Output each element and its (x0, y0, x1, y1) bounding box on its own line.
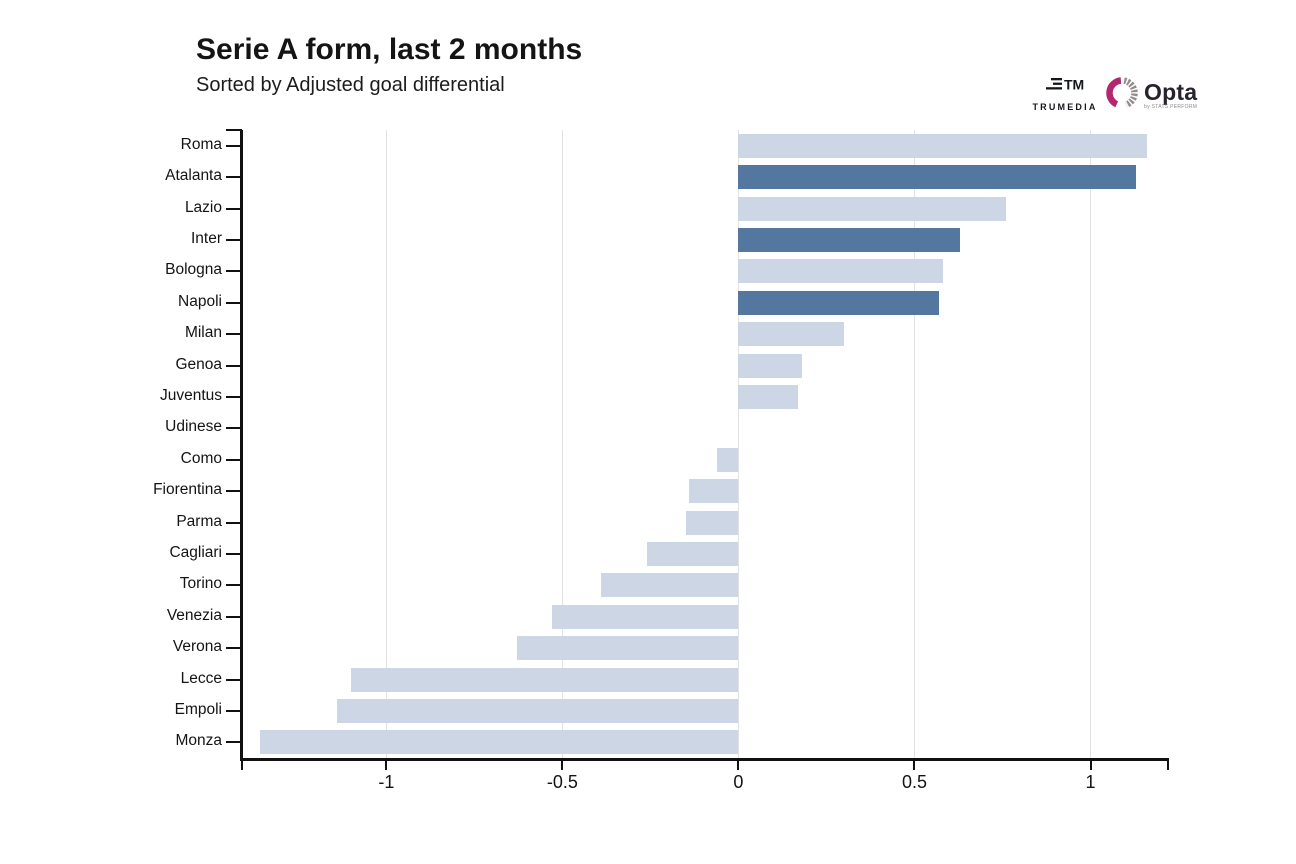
ylabel-lazio: Lazio (184, 198, 222, 216)
ytick-venezia (226, 615, 242, 618)
ylabel-monza: Monza (175, 732, 222, 750)
ylabel-fiorentina: Fiorentina (153, 481, 222, 499)
opta-logo-label: Opta (1144, 79, 1198, 105)
ytick-como (226, 458, 242, 461)
chart-title: Serie A form, last 2 months (196, 33, 583, 66)
xlabel-0: 0 (733, 772, 744, 792)
chart-subtitle: Sorted by Adjusted goal differential (196, 74, 505, 96)
ylabel-verona: Verona (172, 638, 222, 656)
bar-juventus (738, 384, 799, 409)
ytick-cagliari (226, 552, 242, 555)
svg-text:TM: TM (1064, 77, 1084, 93)
bar-cagliari (646, 541, 739, 566)
ylabel-genoa: Genoa (175, 355, 222, 373)
ytick-torino (226, 584, 242, 587)
ytick-lecce (226, 678, 242, 681)
bar-inter (738, 227, 961, 252)
ytick-atalanta (226, 176, 242, 179)
trumedia-logo-label: TRUMEDIA (1032, 102, 1098, 112)
trumedia-logo-icon: TM (1042, 77, 1088, 100)
ylabel-torino: Torino (179, 575, 222, 593)
bar-venezia (551, 604, 739, 629)
x-axis-end-tick (241, 760, 243, 770)
ytick-empoli (226, 709, 242, 712)
gridline (385, 130, 388, 758)
bar-bologna (738, 259, 943, 284)
opta-logo: Opta by STATS PERFORM (1106, 77, 1197, 114)
bar-napoli (738, 290, 940, 315)
ylabel-bologna: Bologna (165, 261, 222, 279)
ytick-udinese (226, 427, 242, 430)
xtick (385, 760, 388, 770)
ylabel-cagliari: Cagliari (169, 543, 222, 561)
xtick (561, 760, 564, 770)
xlabel-1: 1 (1085, 772, 1096, 792)
bar-empoli (337, 698, 739, 723)
bar-torino (601, 573, 739, 598)
ytick-lazio (226, 207, 242, 210)
xlabel--0.5: -0.5 (546, 772, 578, 792)
ytick-inter (226, 238, 242, 241)
ytick-parma (226, 521, 242, 524)
ytick-genoa (226, 364, 242, 367)
ylabel-venezia: Venezia (166, 606, 222, 624)
ytick-bologna (226, 270, 242, 273)
bar-lecce (351, 667, 739, 692)
y-axis-line (240, 130, 243, 760)
ytick-fiorentina (226, 490, 242, 493)
xtick (737, 760, 740, 770)
ylabel-empoli: Empoli (174, 700, 222, 718)
bar-milan (738, 322, 845, 347)
ytick-roma (226, 144, 242, 147)
ytick-monza (226, 741, 242, 744)
ylabel-inter: Inter (190, 229, 222, 247)
ylabel-roma: Roma (180, 135, 222, 153)
bar-como (717, 447, 739, 472)
gridline (737, 130, 740, 758)
gridline (1089, 130, 1092, 758)
bar-atalanta (738, 165, 1137, 190)
ytick-napoli (226, 301, 242, 304)
ylabel-juventus: Juventus (159, 386, 222, 404)
ylabel-milan: Milan (184, 324, 222, 342)
xlabel-0.5: 0.5 (901, 772, 927, 792)
ylabel-como: Como (180, 449, 222, 467)
bar-roma (738, 133, 1147, 158)
x-axis-line (240, 758, 1169, 761)
trumedia-logo: TM TRUMEDIA (1030, 76, 1100, 112)
bar-parma (685, 510, 739, 535)
ylabel-lecce: Lecce (180, 669, 222, 687)
bar-lazio (738, 196, 1007, 221)
bar-monza (259, 730, 739, 755)
bar-genoa (738, 353, 802, 378)
xtick (913, 760, 916, 770)
ylabel-napoli: Napoli (178, 292, 222, 310)
bar-fiorentina (689, 479, 739, 504)
xlabel--1: -1 (378, 772, 395, 792)
xtick (1089, 760, 1092, 770)
ytick-verona (226, 647, 242, 650)
opta-logo-sublabel: by STATS PERFORM (1144, 104, 1198, 110)
y-axis-end-tick (226, 129, 242, 131)
gridline (561, 130, 564, 758)
ytick-juventus (226, 395, 242, 398)
ylabel-parma: Parma (176, 512, 222, 530)
bar-verona (516, 636, 739, 661)
gridline (913, 130, 916, 758)
opta-logo-icon (1106, 77, 1138, 114)
x-axis-end-tick (1167, 760, 1169, 770)
ytick-milan (226, 333, 242, 336)
ylabel-udinese: Udinese (165, 418, 222, 436)
ylabel-atalanta: Atalanta (165, 167, 222, 185)
